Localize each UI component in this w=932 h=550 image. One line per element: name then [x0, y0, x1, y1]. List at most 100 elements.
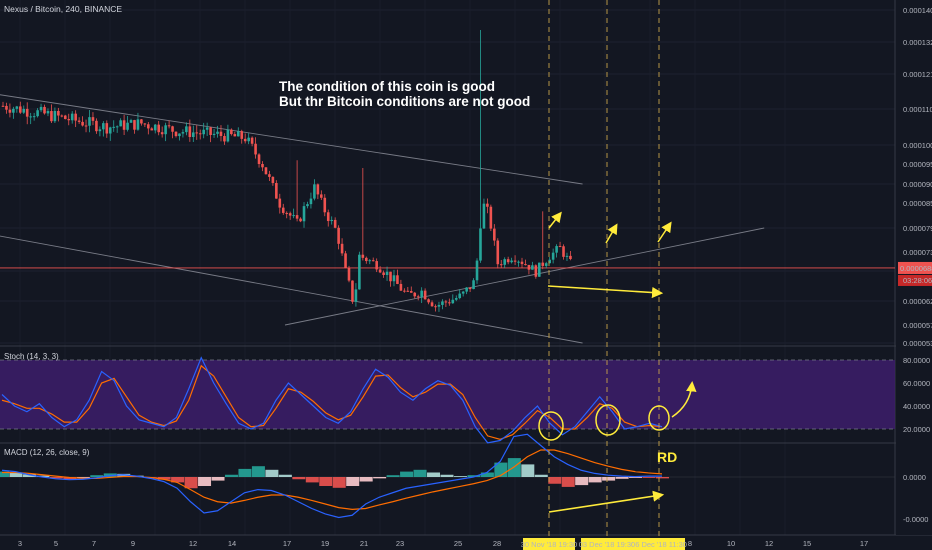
candle-body — [74, 113, 77, 121]
up-arrow — [657, 221, 672, 243]
candle-body — [95, 120, 98, 132]
candle-body — [323, 197, 327, 213]
note-line-2[interactable]: But thr Bitcoin conditions are not good — [279, 94, 530, 109]
candle-body — [129, 120, 133, 123]
candle-body — [551, 252, 555, 260]
stoch-circle — [538, 411, 564, 441]
candle-body — [285, 212, 289, 214]
candle-body — [295, 215, 299, 219]
macd-histogram-bar — [238, 468, 252, 477]
stoch-circle — [648, 405, 670, 431]
time-tick-label: 8 — [688, 539, 692, 548]
price-tick-label: 0.0000900 — [903, 180, 932, 189]
candle-body — [420, 290, 423, 298]
candle-body — [115, 126, 119, 128]
candle-body — [88, 117, 91, 126]
macd-histogram-bar — [9, 472, 23, 477]
candle-body — [351, 280, 354, 302]
drawings-layer[interactable] — [538, 0, 697, 545]
macd-pane — [0, 433, 895, 519]
candle-body — [153, 124, 157, 131]
trendlines[interactable] — [0, 94, 895, 344]
candle-body — [506, 259, 510, 263]
macd-histogram-bar — [602, 477, 616, 481]
macd-histogram-bar — [427, 472, 441, 477]
candle-body — [472, 280, 475, 290]
candle-body — [167, 125, 171, 127]
date-tag — [523, 538, 575, 550]
macd-histogram-bar — [251, 466, 265, 477]
price-tick-label: 0.0000620 — [903, 297, 932, 306]
candle-body — [489, 206, 493, 229]
macd-histogram-bar — [467, 475, 481, 477]
candle-body — [43, 106, 46, 114]
candle-body — [337, 227, 340, 244]
macd-histogram-bar — [198, 477, 212, 486]
price-tick-label: 0.0000530 — [903, 339, 932, 348]
grid-lines — [0, 9, 895, 344]
candle-body — [344, 253, 347, 268]
macd-pane-title[interactable]: MACD (12, 26, close, 9) — [4, 448, 90, 457]
candle-body — [230, 129, 233, 135]
macd-histogram-bar — [561, 477, 575, 487]
candle-body — [302, 206, 306, 222]
macd-line — [1, 433, 662, 519]
candle-body — [50, 111, 53, 122]
curved-up-arrow — [671, 381, 697, 418]
candle-body — [160, 132, 164, 135]
candle-body — [562, 246, 565, 257]
candle-body — [416, 296, 420, 298]
macd-histogram-bar — [548, 477, 562, 484]
time-tick-label: 23 — [396, 539, 404, 548]
stoch-pane-title[interactable]: Stoch (14, 3, 3) — [4, 352, 59, 361]
macd-histogram-bar — [400, 471, 414, 477]
trendline — [284, 227, 765, 326]
time-tick-label: 19 — [321, 539, 329, 548]
candle-body — [555, 246, 558, 253]
candlesticks — [1, 30, 572, 312]
candle-body — [510, 260, 513, 263]
time-axis: 3 5 7 9 12 14 17 19 21 23 25 28 8 10 12 15 17 30 Nov '18 … — [18, 538, 868, 550]
date-tag-label: 03 Dec '18 19:30 — [579, 540, 635, 549]
candle-body — [185, 126, 188, 133]
candle-body — [451, 299, 455, 304]
price-tick-label: 0.0001400 — [903, 6, 932, 15]
macd-histogram-bar — [656, 477, 669, 479]
price-tick-label: 0.0001320 — [903, 38, 932, 47]
candle-body — [181, 132, 185, 134]
candle-body — [126, 122, 129, 130]
macd-histogram-bar — [642, 477, 656, 478]
symbol-title[interactable]: Nexus / Bitcoin, 240, BINANCE — [4, 4, 122, 14]
candle-body — [84, 125, 88, 127]
candle-body — [226, 129, 230, 142]
time-tick-label: 3 — [18, 539, 22, 548]
stoch-tick-label: 20.0000 — [903, 425, 930, 434]
candle-body — [299, 218, 302, 222]
macd-histogram-bar — [157, 477, 171, 480]
note-line-1[interactable]: The condition of this coin is good — [279, 79, 495, 94]
macd-histogram-bar — [507, 458, 521, 477]
candle-body — [320, 194, 323, 198]
candle-body — [236, 131, 240, 137]
candle-body — [517, 261, 520, 263]
candle-body — [1, 105, 5, 107]
stoch-k-line — [1, 356, 663, 444]
candle-body — [19, 106, 22, 113]
candle-body — [288, 213, 292, 216]
candle-body — [534, 265, 538, 277]
candle-body — [548, 259, 551, 264]
candle-body — [434, 306, 437, 308]
candle-body — [558, 246, 562, 248]
stoch-tick-label: 40.0000 — [903, 402, 930, 411]
candle-body — [216, 131, 219, 134]
candle-body — [458, 293, 462, 299]
rd-label[interactable]: RD — [657, 449, 677, 465]
candle-body — [544, 263, 548, 266]
candle-body — [340, 243, 344, 254]
price-tick-label: 0.0000950 — [903, 160, 932, 169]
candle-body — [178, 133, 181, 137]
time-tick-label: 7 — [92, 539, 96, 548]
candle-body — [98, 129, 102, 132]
